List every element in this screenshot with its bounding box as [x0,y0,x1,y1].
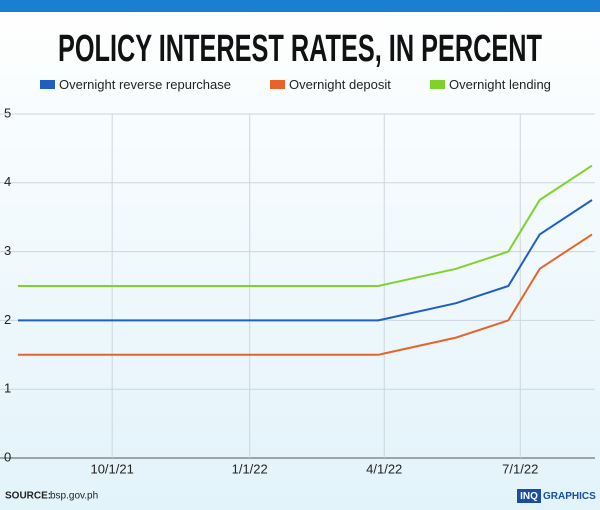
series-line [17,164,593,287]
legend-label: Overnight deposit [289,77,391,92]
series-line [17,199,593,322]
brand: INQ [520,491,538,502]
brand-box [517,489,541,503]
y-tick-label: 3 [4,243,11,258]
legend-swatch [40,80,55,89]
top-bar [0,0,600,12]
brand-suffix: GRAPHICS [543,491,596,502]
legend-swatch [430,80,445,89]
x-tick-label: 10/1/21 [90,461,133,476]
legend-swatch [270,80,285,89]
source: bsp.gov.ph [50,491,98,502]
y-tick-label: 5 [4,105,11,120]
y-tick-label: 1 [4,381,11,396]
series-line [17,233,593,356]
y-tick-label: 2 [4,312,11,327]
chart-title: POLICY INTEREST RATES, IN PERCENT [58,28,542,70]
source-label: SOURCE: [5,491,51,502]
x-tick-label: 7/1/22 [502,461,538,476]
legend: Overnight reverse repurchase Overnight de… [40,77,551,92]
legend-label: Overnight reverse repurchase [59,77,231,92]
y-tick-label: 0 [4,449,11,464]
x-tick-label: 4/1/22 [366,461,402,476]
legend-label: Overnight lending [449,77,551,92]
x-tick-label: 1/1/22 [232,461,268,476]
y-tick-label: 4 [4,174,11,189]
